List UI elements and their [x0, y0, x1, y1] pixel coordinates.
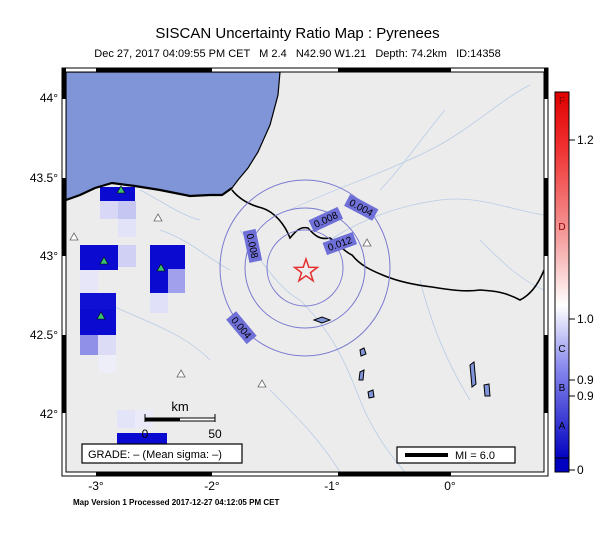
y-tick-label: 44° [40, 91, 58, 105]
x-axis-labels: -3° -2° -1° 0° [88, 479, 456, 493]
legend-value: 0.9 [577, 389, 594, 403]
legend-value: 0 [577, 463, 584, 477]
legend-value: 1.2 [577, 133, 594, 147]
scale-bar: km 0 50 [142, 399, 222, 441]
grade-text: GRADE: – (Mean sigma: –) [88, 449, 222, 461]
legend-value: 1.0 [577, 312, 594, 326]
rivers [99, 84, 544, 472]
y-tick-label: 42.5° [30, 328, 58, 342]
legend-letter: D [558, 222, 565, 233]
border [231, 189, 544, 301]
event-magnitude: M 2.4 [259, 48, 287, 60]
event-depth: Depth: 74.2km [375, 48, 447, 60]
event-info: Dec 27, 2017 04:09:55 PM CET M 2.4 N42.9… [0, 48, 595, 60]
y-tick-label: 43° [40, 249, 58, 263]
event-date: Dec 27, 2017 04:09:55 PM CET [94, 48, 250, 60]
x-tick-label: -3° [88, 479, 104, 493]
legend-letter: B [559, 383, 566, 394]
x-tick-label: -1° [324, 479, 340, 493]
legend-letter: F [559, 96, 565, 107]
legend-letter: A [559, 421, 566, 432]
lakes [312, 316, 491, 399]
legend-value: 0.9 [577, 373, 594, 387]
map-frame [61, 67, 549, 477]
coastline [66, 181, 233, 202]
legend-letter: C [558, 344, 565, 355]
epicenter-star [292, 256, 320, 283]
x-tick-label: 0° [444, 479, 456, 493]
scale-start: 0 [142, 427, 149, 441]
processing-footer: Map Version 1 Processed 2017-12-27 04:12… [73, 498, 280, 507]
scale-end: 50 [208, 427, 222, 441]
x-tick-label: -2° [204, 479, 220, 493]
event-id: ID:14358 [456, 48, 501, 60]
color-legend: F D C B A 1.2 1.0 0.9 0.9 0 [554, 91, 594, 477]
mi-box: MI = 6.0 [396, 446, 516, 464]
stations-unused [69, 213, 372, 388]
scale-unit: km [171, 399, 188, 414]
event-location: N42.90 W1.21 [295, 48, 367, 60]
uncertainty-cells [80, 187, 185, 449]
contour-lines [219, 179, 391, 357]
contour-label: 0.008 [244, 233, 260, 260]
y-tick-label: 42° [40, 407, 58, 421]
map-area: 0.004 0.008 0.008 0.012 0.004 [66, 72, 544, 472]
stations-used [96, 185, 166, 320]
y-axis-labels: 44° 43.5° 43° 42.5° 42° [30, 91, 58, 421]
y-tick-label: 43.5° [30, 171, 58, 185]
mi-text: MI = 6.0 [455, 450, 495, 462]
grade-box: GRADE: – (Mean sigma: –) [81, 443, 243, 464]
map-title: SISCAN Uncertainty Ratio Map : Pyrenees [155, 25, 440, 42]
